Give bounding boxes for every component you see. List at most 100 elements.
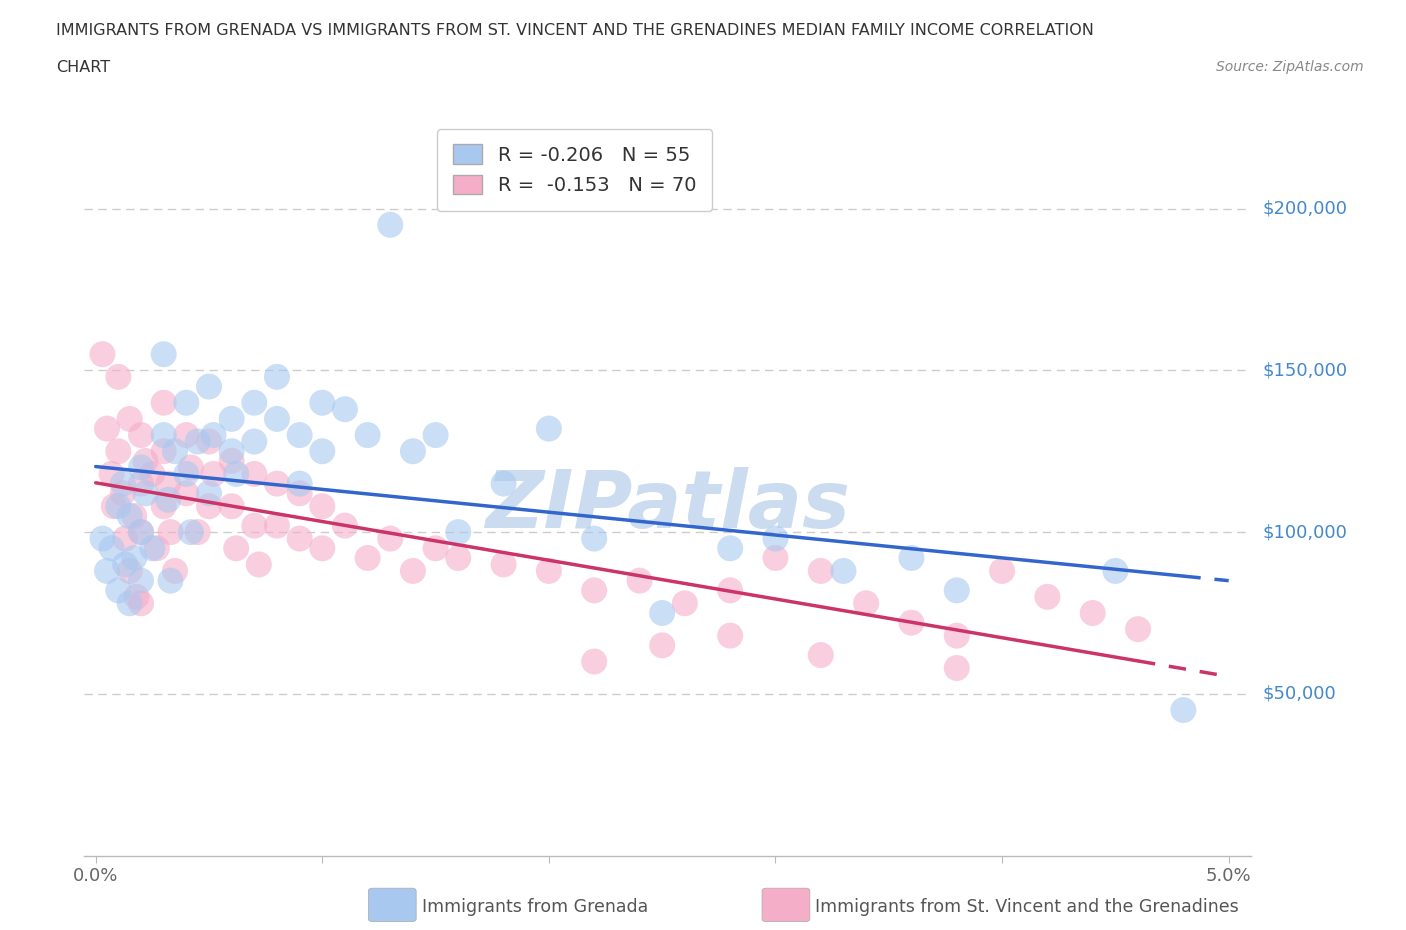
Point (198, 498, 221, 513)
Point (945, 660, 967, 675)
Point (141, 541, 163, 556)
Point (718, 583, 741, 598)
Point (425, 428, 447, 443)
Point (945, 628, 967, 643)
Point (583, 531, 606, 546)
Point (163, 444, 186, 458)
Point (152, 444, 174, 458)
Point (125, 590, 148, 604)
Point (651, 605, 673, 620)
Point (492, 557, 515, 572)
Text: $200,000: $200,000 (1263, 200, 1347, 218)
Point (202, 467, 225, 482)
Point (583, 583, 606, 598)
Point (900, 616, 922, 631)
Point (402, 564, 425, 578)
Point (180, 460, 202, 475)
Point (1036, 590, 1059, 604)
Point (243, 518, 266, 533)
Point (157, 492, 180, 507)
Point (107, 369, 129, 384)
Text: $50,000: $50,000 (1263, 684, 1336, 703)
Point (311, 541, 333, 556)
Point (135, 485, 157, 500)
Point (187, 525, 209, 539)
Point (266, 476, 288, 491)
Point (718, 628, 741, 643)
Point (180, 525, 202, 539)
Point (100, 541, 122, 556)
Point (152, 395, 174, 410)
Point (198, 485, 221, 500)
Point (159, 525, 181, 539)
Point (1104, 564, 1126, 578)
Point (855, 596, 877, 611)
Point (129, 476, 152, 491)
Point (152, 428, 174, 443)
Point (111, 476, 134, 491)
Text: $150,000: $150,000 (1263, 362, 1347, 379)
Point (129, 525, 152, 539)
Point (333, 518, 356, 533)
Point (221, 444, 243, 458)
Point (118, 411, 141, 426)
Point (225, 467, 247, 482)
Point (91, 531, 114, 546)
Point (221, 411, 243, 426)
Point (225, 541, 247, 556)
Point (176, 467, 198, 482)
Point (152, 347, 174, 362)
Point (266, 369, 288, 384)
Point (765, 531, 787, 546)
Point (107, 583, 129, 598)
Point (157, 476, 180, 491)
Point (333, 402, 356, 417)
Point (118, 596, 141, 611)
Point (129, 428, 152, 443)
Point (991, 564, 1014, 578)
Point (537, 564, 560, 578)
Point (1126, 622, 1149, 637)
Point (96, 564, 118, 578)
Point (122, 551, 145, 565)
Text: IMMIGRANTS FROM GRENADA VS IMMIGRANTS FROM ST. VINCENT AND THE GRENADINES MEDIAN: IMMIGRANTS FROM GRENADA VS IMMIGRANTS FR… (56, 23, 1094, 38)
Point (628, 573, 651, 588)
Point (537, 421, 560, 436)
Point (176, 428, 198, 443)
Point (356, 551, 378, 565)
Point (810, 647, 832, 662)
Point (221, 454, 243, 469)
Point (118, 509, 141, 524)
Point (288, 476, 311, 491)
Point (288, 531, 311, 546)
Legend: R = -0.206   N = 55, R =  -0.153   N = 70: R = -0.206 N = 55, R = -0.153 N = 70 (437, 128, 711, 211)
Point (129, 525, 152, 539)
Point (103, 498, 125, 513)
Text: Immigrants from Grenada: Immigrants from Grenada (422, 897, 648, 916)
Point (118, 564, 141, 578)
Point (129, 573, 152, 588)
Point (810, 564, 832, 578)
Point (311, 395, 333, 410)
Point (288, 428, 311, 443)
Point (673, 596, 696, 611)
Point (221, 498, 243, 513)
Point (243, 434, 266, 449)
Point (832, 564, 855, 578)
Point (141, 467, 163, 482)
Point (288, 485, 311, 500)
Point (129, 596, 152, 611)
Point (447, 525, 470, 539)
Point (447, 551, 470, 565)
Point (163, 564, 186, 578)
Point (945, 583, 967, 598)
Point (91, 347, 114, 362)
Point (311, 444, 333, 458)
Point (187, 434, 209, 449)
Point (202, 428, 225, 443)
Point (152, 498, 174, 513)
Point (198, 379, 221, 394)
Text: $100,000: $100,000 (1263, 523, 1347, 541)
Point (114, 557, 136, 572)
Point (122, 509, 145, 524)
